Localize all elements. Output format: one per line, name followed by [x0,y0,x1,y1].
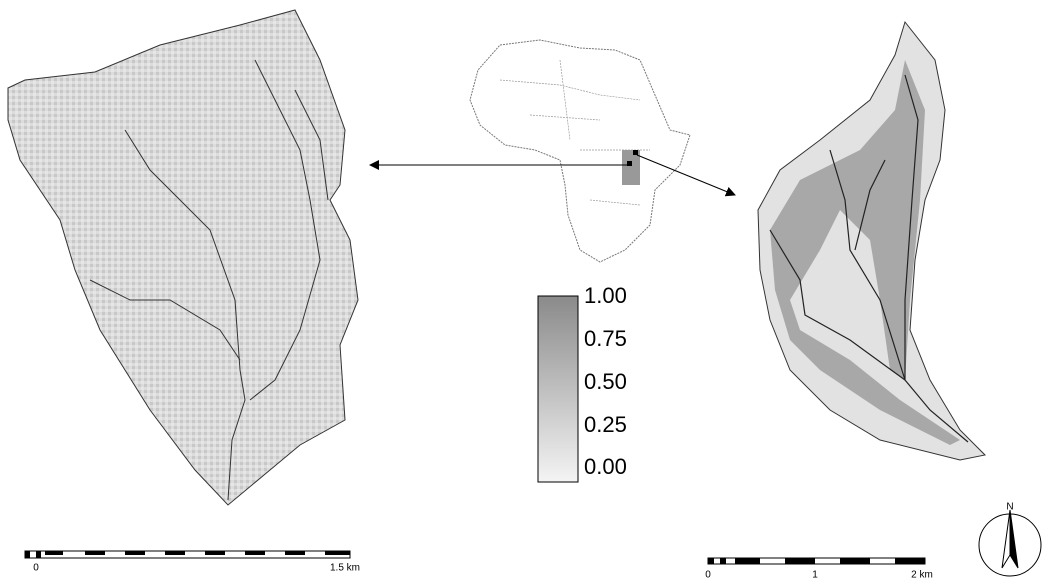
figure: 1.00 0.75 0.50 0.25 0.00 0 1.5 km 0 1 2 … [0,0,1043,581]
legend-label: 0.50 [584,369,627,394]
scale-bar: 0 1.5 km [25,551,360,574]
right-catchment [758,22,985,460]
africa-map [470,40,690,262]
scale-label: 2 km [911,570,933,581]
legend-label: 0.00 [584,454,627,479]
north-arrow: N [979,502,1041,576]
page: 1.00 0.75 0.50 0.25 0.00 0 1.5 km 0 1 2 … [0,0,1043,581]
scale-label: 1 [812,570,818,581]
north-label: N [1006,502,1013,513]
legend: 1.00 0.75 0.50 0.25 0.00 [538,283,627,482]
legend-label: 1.00 [584,283,627,308]
left-catchment [8,10,358,505]
legend-label: 0.75 [584,326,627,351]
scale-label: 1.5 km [330,563,360,574]
color-ramp [538,296,578,482]
legend-label: 0.25 [584,412,627,437]
scale-label: 0 [705,570,711,581]
scale-label: 0 [33,563,39,574]
scale-bar: 0 1 2 km [705,558,933,581]
